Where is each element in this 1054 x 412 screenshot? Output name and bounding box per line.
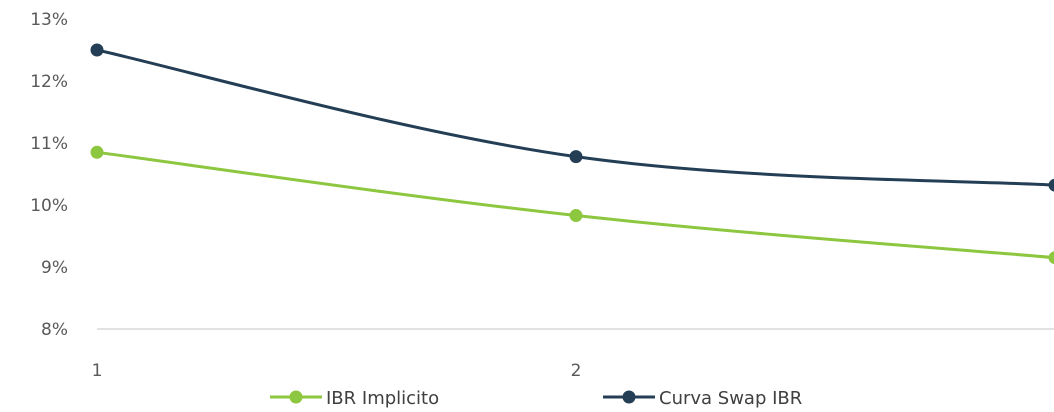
x-tick-label: 2 — [571, 361, 582, 381]
data-point — [1048, 251, 1054, 265]
series-line — [95, 150, 1054, 260]
legend-item: Curva Swap IBR — [603, 388, 802, 409]
legend-item: IBR Implicito — [270, 388, 439, 409]
legend-label: Curva Swap IBR — [659, 388, 802, 409]
y-tick-label: 10% — [30, 196, 68, 216]
legend-label: IBR Implicito — [326, 388, 439, 409]
y-tick-label: 13% — [30, 10, 68, 30]
y-axis-tick-labels: 8% 9% 10% 11% 12% 13% — [30, 10, 68, 340]
series-line — [95, 48, 1054, 187]
data-point — [1048, 178, 1054, 192]
y-tick-label: 9% — [41, 258, 68, 278]
y-tick-label: 12% — [30, 72, 68, 92]
series-ibr-implicito — [90, 145, 1054, 265]
data-point — [569, 209, 583, 223]
legend-marker — [622, 390, 636, 404]
legend: IBR Implicito Curva Swap IBR — [270, 388, 802, 409]
y-tick-label: 8% — [41, 320, 68, 340]
data-point — [90, 43, 104, 57]
series-layer — [90, 43, 1054, 265]
y-tick-label: 11% — [30, 134, 68, 154]
data-point — [90, 145, 104, 159]
legend-marker — [289, 390, 303, 404]
x-tick-label: 1 — [92, 361, 103, 381]
series-curva-swap-ibr — [90, 43, 1054, 192]
data-point — [569, 150, 583, 164]
